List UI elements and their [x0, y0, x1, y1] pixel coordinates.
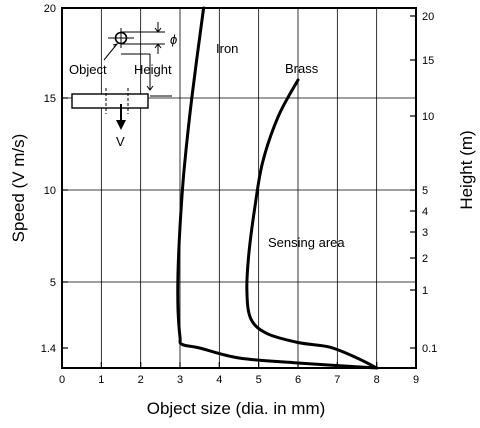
velocity-label: V [116, 134, 125, 149]
y2-tick-label-7: 1 [422, 285, 428, 297]
sensing-area-label: Sensing area [268, 235, 345, 250]
x-tick-label-3: 3 [177, 374, 183, 386]
object-label: Object [69, 62, 107, 77]
y-tick-label-1: 15 [44, 93, 56, 105]
series-curves [176, 6, 379, 370]
x-tick-label-2: 2 [138, 374, 144, 386]
x-axis-label: Object size (dia. in mm) [147, 399, 326, 418]
velocity-arrowhead [116, 120, 126, 130]
sensor-body [71, 93, 149, 109]
y-axis-label: Speed (V m/s) [9, 134, 28, 243]
series-line-iron [176, 6, 379, 370]
iron-label: Iron [216, 41, 238, 56]
x-tick-label-9: 9 [413, 374, 419, 386]
y2-tick-label-2: 10 [422, 111, 434, 123]
x-tick-label-4: 4 [216, 374, 222, 386]
object-schematic: Object Height ϕ V [69, 22, 177, 149]
phi-label: ϕ [170, 32, 177, 47]
y2-ticks: 20 15 10 5 4 3 2 1 0.1 [410, 11, 437, 355]
y-tick-label-3: 5 [50, 277, 56, 289]
x-ticks: 0 1 2 3 4 5 6 7 8 9 [59, 362, 419, 386]
series-line-brass [245, 78, 379, 370]
brass-label: Brass [285, 61, 319, 76]
x-tick-label-8: 8 [374, 374, 380, 386]
y2-tick-label-3: 5 [422, 185, 428, 197]
height-arrowhead [146, 85, 154, 91]
x-tick-label-0: 0 [59, 374, 65, 386]
x-tick-label-6: 6 [295, 374, 301, 386]
y2-axis-label: Height (m) [457, 130, 476, 209]
y-tick-label-4: 1.4 [41, 343, 56, 355]
grid-lines [62, 8, 416, 368]
y2-tick-label-4: 4 [422, 206, 428, 218]
y2-tick-label-0: 20 [422, 11, 434, 23]
phi-arrowhead-top [154, 27, 162, 33]
plot-frame [61, 7, 417, 369]
y2-tick-label-8: 0.1 [422, 343, 437, 355]
y2-tick-label-5: 3 [422, 227, 428, 239]
x-tick-label-7: 7 [334, 374, 340, 386]
x-tick-label-1: 1 [98, 374, 104, 386]
height-label: Height [134, 62, 172, 77]
y-tick-label-2: 10 [44, 185, 56, 197]
y2-tick-label-6: 2 [422, 253, 428, 265]
phi-arrowhead-bottom [154, 43, 162, 49]
x-tick-label-5: 5 [256, 374, 262, 386]
y2-tick-label-1: 15 [422, 55, 434, 67]
y-tick-label-0: 20 [44, 3, 56, 15]
y-ticks: 20 15 10 5 1.4 [41, 3, 68, 355]
